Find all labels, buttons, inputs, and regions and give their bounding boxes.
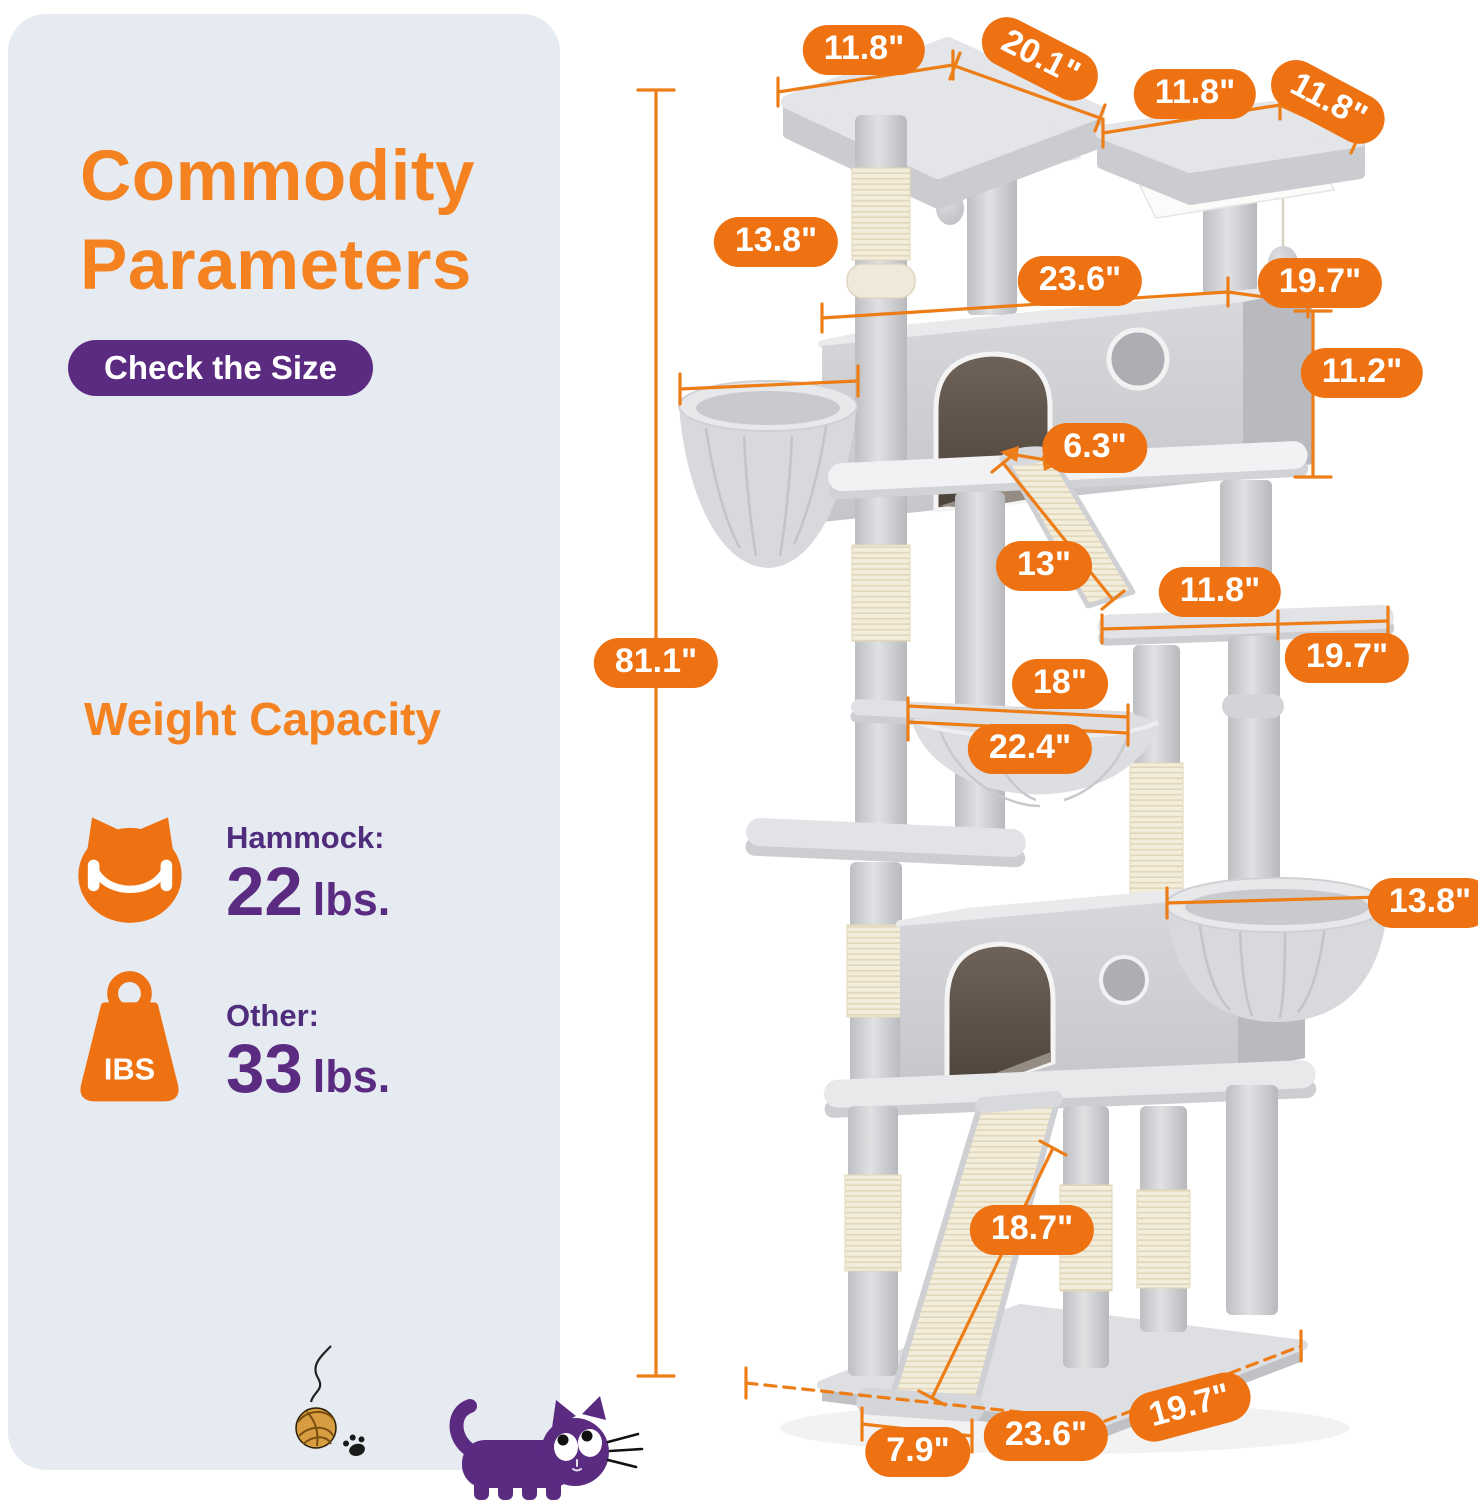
- lower-platform: [823, 1060, 1317, 1118]
- hammock-capacity-number: 22: [226, 853, 303, 930]
- info-panel: Commodity Parameters Check the Size Weig…: [8, 14, 560, 1470]
- weight-capacity-heading: Weight Capacity: [84, 693, 441, 745]
- lower-right-basket: [1165, 877, 1389, 1022]
- title-line-1: Commodity: [80, 137, 475, 216]
- bottom-scratch-ramp: [856, 1090, 1063, 1422]
- page-title: Commodity Parameters: [80, 132, 475, 311]
- other-capacity-number: 33: [226, 1030, 303, 1107]
- other-capacity-unit: lbs.: [312, 1051, 391, 1102]
- weight-ibs-icon: IBS: [80, 971, 179, 1102]
- hammock-capacity-value: 22 lbs.: [226, 857, 390, 926]
- title-line-2: Parameters: [80, 226, 472, 306]
- paw-print-icon: [343, 1434, 365, 1457]
- peek-hole: [1099, 955, 1149, 1005]
- lower-mid-posts: [1129, 636, 1284, 897]
- other-capacity-label: Other:: [226, 998, 319, 1033]
- left-mid-platform: [745, 818, 1026, 868]
- other-capacity-value: 33 lbs.: [226, 1034, 390, 1103]
- check-the-size-badge: Check the Size: [68, 340, 373, 396]
- upper-basket: [678, 380, 858, 568]
- base-posts: [844, 1085, 1278, 1376]
- hammock-capacity-unit: lbs.: [312, 874, 391, 925]
- hammock-capacity-label: Hammock:: [226, 820, 385, 855]
- yarn-ball-icon: [295, 1345, 337, 1449]
- peek-hole: [1106, 327, 1170, 391]
- mid-posts: [955, 480, 1272, 865]
- weight-icon-text: IBS: [104, 1052, 155, 1087]
- purple-cat-illustration: [449, 1396, 644, 1500]
- cat-hammock-icon: [78, 817, 182, 923]
- left-lower-post: [846, 862, 906, 1085]
